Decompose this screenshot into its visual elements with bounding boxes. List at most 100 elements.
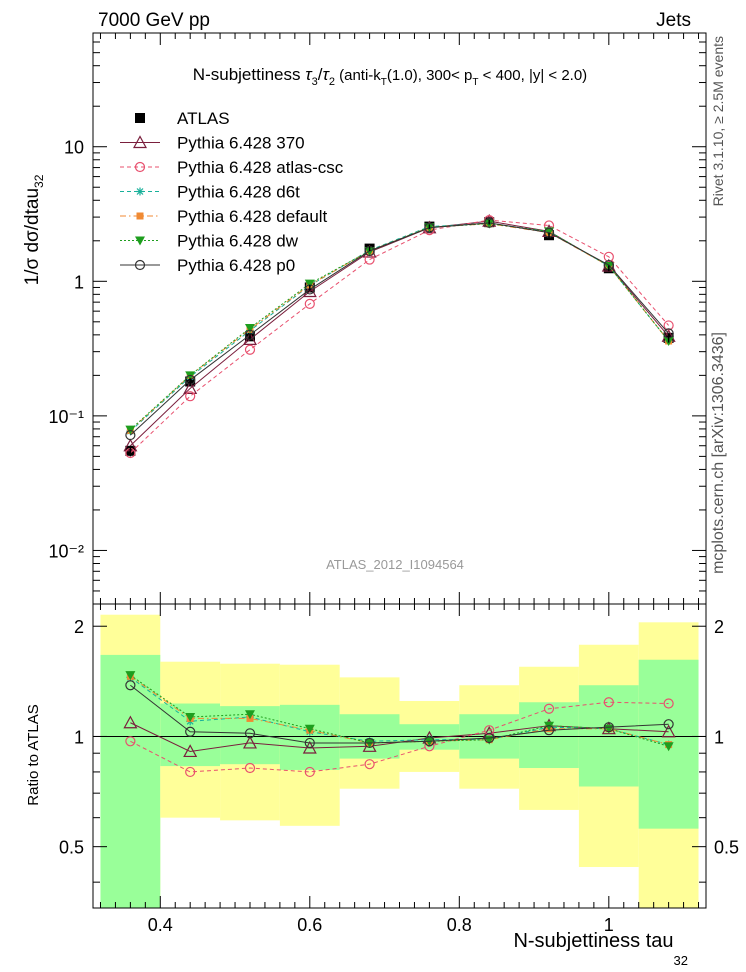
legend-label-2: Pythia 6.428 atlas-csc: [177, 158, 344, 177]
ratio-ytick-label-right: 2: [714, 617, 724, 637]
ratio-series-point: [185, 713, 196, 723]
x-axis-label-sub: 32: [674, 953, 688, 968]
legend-marker-3-stroke: [136, 188, 144, 195]
main-series-point: [424, 222, 435, 233]
legend-marker-2: [134, 161, 146, 173]
ratio-ytick-label: 2: [74, 617, 84, 637]
legend-label-0: ATLAS: [177, 109, 230, 128]
ratio-series-point: [244, 710, 255, 720]
main-series-point: [484, 217, 495, 228]
ratio-series-point: [304, 766, 315, 778]
main-series-point: [663, 320, 674, 331]
green-band-8: [578, 685, 639, 787]
main-series-group: [123, 213, 676, 459]
x-tick-label: 0.8: [447, 915, 472, 935]
main-ytick-label: 10⁻¹: [48, 407, 84, 427]
ratio-series-point: [364, 759, 375, 770]
title-tau2-sub: 2: [329, 76, 335, 88]
x-tick-label: 0.4: [148, 915, 173, 935]
main-ylabel-text: 1/σ dσ/dtau32: [22, 174, 46, 285]
ratio-series-group: [123, 671, 676, 778]
ratio-series-point: [185, 726, 196, 737]
main-series-line-2: [130, 219, 669, 454]
title-tau2: τ: [322, 65, 330, 84]
ratio-series-point: [123, 715, 138, 729]
ratio-series-point: [663, 742, 674, 752]
main-series-point: [544, 227, 555, 237]
ratio-series-point: [302, 740, 317, 754]
ratio-series-point: [244, 762, 256, 774]
ratio-series-point: [424, 736, 435, 747]
ratio-ytick-label: 0.5: [59, 838, 84, 858]
ratio-series-point: [125, 680, 136, 691]
main-series-point: [183, 381, 198, 395]
title-tau3-sub: 3: [312, 76, 318, 88]
axes-group: 0.4 0.6 0.8 1 10⁻² 10⁻¹ 1 10 0.5 0.5 1 1 2 2: [48, 32, 739, 935]
x-tick-label: 0.6: [297, 915, 322, 935]
ratio-series-point: [543, 725, 555, 736]
ratio-series-point: [304, 724, 315, 734]
main-series-point: [304, 279, 315, 289]
ratio-ylabel: Ratio to ATLAS: [25, 704, 42, 805]
legend-marker-4: [136, 212, 144, 220]
legend-label-1: Pythia 6.428 370: [177, 134, 305, 153]
legend-marker-0: [135, 113, 145, 123]
plot-title: N-subjettiness τ3/τ2 (anti-kT(1.0), 300<…: [193, 65, 587, 88]
title-slash: /: [318, 65, 323, 84]
x-axis-label: N-subjettiness tau32: [513, 930, 688, 968]
main-ylabel-sub: 32: [32, 174, 46, 188]
main-series-line-4: [130, 223, 670, 431]
ratio-series-point: [484, 732, 495, 744]
green-band-0: [100, 654, 161, 908]
main-ytick-label: 1: [74, 272, 84, 292]
ratio-series-point: [663, 698, 674, 709]
ratio-series-point: [484, 725, 495, 736]
main-series-line-6: [130, 222, 669, 436]
main-ylabel: 1/σ dσ/dtau32: [22, 174, 46, 285]
ratio-series-point: [125, 736, 136, 747]
ratio-series-line-1: [130, 701, 669, 773]
ratio-ytick-label-right: 0.5: [714, 838, 739, 858]
ratio-series-point: [364, 737, 375, 749]
title-t-sub2: T: [472, 77, 478, 88]
title-rest: (anti-k: [335, 67, 381, 84]
ratio-series-point: [663, 719, 674, 730]
ratio-ytick-label-right: 1: [714, 727, 724, 747]
title-rest2: (1.0), 300< p: [387, 67, 472, 84]
legend-marker-1: [132, 135, 148, 149]
mcplots-label: mcplots.cern.ch [arXiv:1306.3436]: [710, 332, 727, 574]
main-series-point: [185, 391, 196, 402]
ratio-uncertainty-bands: [100, 614, 699, 908]
ratio-series-point: [244, 728, 256, 739]
title-prefix: N-subjettiness: [193, 65, 305, 84]
legend-marker-5: [135, 236, 145, 246]
legend-label-4: Pythia 6.428 default: [177, 207, 328, 226]
watermark: ATLAS_2012_I1094564: [326, 557, 464, 572]
ratio-series-point: [543, 703, 555, 714]
main-series-point: [244, 344, 256, 355]
ratio-series-line-5: [130, 684, 669, 744]
main-ytick-label: 10: [64, 138, 84, 158]
green-band-3: [279, 704, 340, 770]
ratio-series-point: [183, 744, 198, 758]
legend-label-5: Pythia 6.428 dw: [177, 232, 299, 251]
legend-label-6: Pythia 6.428 p0: [177, 256, 295, 275]
legend-marker-3: [136, 187, 144, 196]
ratio-series-point: [125, 671, 136, 681]
main-series-point: [244, 323, 255, 333]
main-series-point: [603, 251, 614, 262]
ratio-series-point: [242, 735, 257, 749]
legend-marker-6: [134, 259, 146, 271]
main-series-point: [125, 429, 136, 441]
process-label: Jets: [656, 10, 691, 31]
main-series-point: [304, 298, 315, 309]
ratio-series-point: [185, 766, 196, 778]
ratio-ytick-label: 1: [74, 727, 84, 747]
title-rest3: < 400, |y| < 2.0): [478, 67, 587, 84]
legend: ATLAS Pythia 6.428 370 Pythia 6.428 atlas-…: [120, 109, 344, 275]
main-ytick-label: 10⁻²: [48, 541, 84, 561]
main-series-point: [302, 284, 317, 298]
legend-label-3: Pythia 6.428 d6t: [177, 183, 300, 202]
ratio-series-point: [603, 697, 614, 708]
ratio-series-point: [661, 724, 676, 738]
